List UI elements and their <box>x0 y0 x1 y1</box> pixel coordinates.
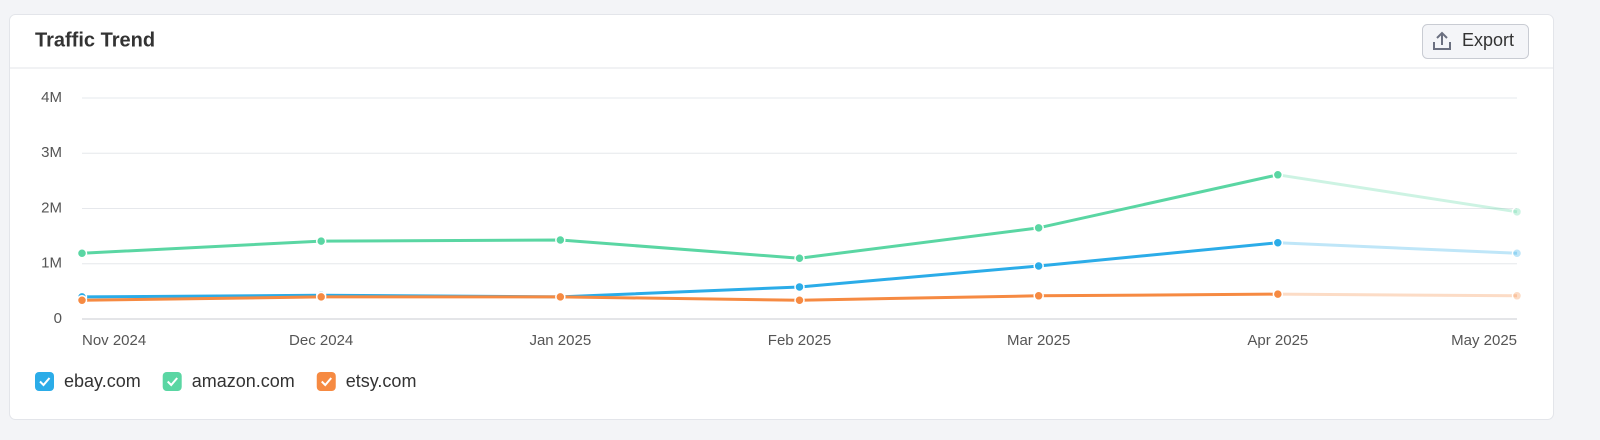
series-line <box>1277 241 1518 255</box>
data-point <box>76 248 88 259</box>
data-point <box>794 252 805 264</box>
x-tick-label: Apr 2025 <box>1247 332 1308 349</box>
x-tick-label: Dec 2024 <box>289 332 353 349</box>
data-point <box>315 235 327 247</box>
x-tick-label: Mar 2025 <box>1007 332 1070 349</box>
data-point <box>555 291 566 303</box>
y-tick-label: 0 <box>54 310 62 327</box>
x-tick-label: Jan 2025 <box>529 332 591 349</box>
series-line <box>1277 173 1518 214</box>
data-point <box>794 281 805 293</box>
data-point <box>1272 288 1284 300</box>
data-point <box>555 234 566 246</box>
y-tick-label: 1M <box>41 255 62 272</box>
data-point <box>794 294 805 306</box>
y-tick-label: 3M <box>41 144 62 161</box>
series-line <box>81 241 1278 299</box>
legend-checkbox[interactable] <box>35 372 54 391</box>
x-tick-label: Nov 2024 <box>82 332 146 349</box>
data-point <box>1033 290 1044 302</box>
legend-check <box>166 377 178 387</box>
x-tick-label: Feb 2025 <box>768 332 831 349</box>
export-icon <box>1433 31 1451 50</box>
data-point <box>1511 248 1523 259</box>
y-tick-label: 4M <box>41 89 62 106</box>
data-point <box>1511 206 1523 218</box>
series-line <box>1277 292 1518 298</box>
x-tick-label: May 2025 <box>1451 332 1517 349</box>
export-button[interactable]: Export <box>1422 24 1529 59</box>
data-point <box>1033 222 1044 234</box>
data-point <box>1272 237 1284 249</box>
legend-label[interactable]: ebay.com <box>64 371 141 391</box>
series-line <box>81 173 1279 260</box>
data-point <box>1511 290 1523 302</box>
y-tick-label: 2M <box>41 199 62 216</box>
card <box>9 14 1554 420</box>
legend-check <box>321 377 333 387</box>
series-line <box>81 292 1278 302</box>
legend-label[interactable]: etsy.com <box>346 371 417 391</box>
legend-checkbox[interactable] <box>162 372 182 391</box>
data-point <box>76 294 88 306</box>
legend-checkbox[interactable] <box>316 372 336 391</box>
data-point <box>1272 169 1284 181</box>
legend-check <box>39 377 51 387</box>
data-point <box>1033 260 1044 272</box>
data-point <box>315 291 327 303</box>
card-title: Traffic Trend <box>35 29 155 51</box>
legend-label[interactable]: amazon.com <box>192 371 295 391</box>
button-label: Export <box>1462 30 1514 50</box>
